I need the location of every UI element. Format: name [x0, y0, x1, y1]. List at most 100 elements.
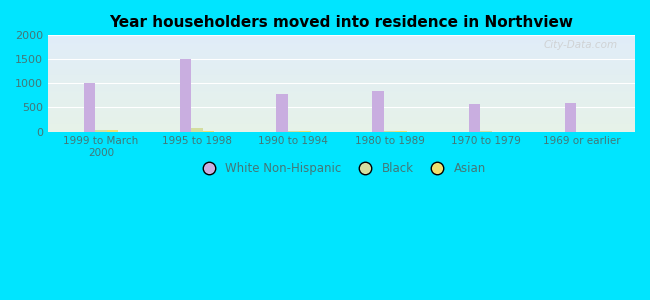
Bar: [48, 89, 635, 90]
Bar: [48, 67, 635, 68]
Bar: [95, 130, 107, 131]
Bar: [48, 94, 635, 95]
Bar: [48, 107, 635, 108]
Bar: [48, 59, 635, 60]
Bar: [48, 72, 635, 73]
Bar: [48, 95, 635, 96]
Bar: [48, 36, 635, 37]
Bar: [84, 83, 95, 131]
Bar: [48, 123, 635, 124]
Bar: [48, 68, 635, 69]
Bar: [48, 46, 635, 47]
Bar: [48, 52, 635, 53]
Bar: [48, 62, 635, 63]
Bar: [48, 104, 635, 105]
Bar: [48, 45, 635, 46]
Bar: [48, 93, 635, 94]
Bar: [48, 109, 635, 110]
Bar: [48, 70, 635, 71]
Bar: [48, 87, 635, 88]
Bar: [48, 121, 635, 122]
Bar: [48, 63, 635, 64]
Bar: [48, 114, 635, 115]
Bar: [565, 103, 577, 131]
Bar: [48, 100, 635, 101]
Bar: [48, 54, 635, 55]
Bar: [48, 80, 635, 81]
Bar: [48, 105, 635, 106]
Bar: [48, 106, 635, 107]
Bar: [48, 126, 635, 127]
Bar: [48, 48, 635, 49]
Bar: [48, 113, 635, 114]
Bar: [48, 44, 635, 45]
Bar: [48, 69, 635, 70]
Bar: [48, 56, 635, 57]
Bar: [48, 78, 635, 79]
Bar: [48, 97, 635, 98]
Bar: [48, 83, 635, 84]
Bar: [48, 57, 635, 58]
Bar: [48, 129, 635, 130]
Bar: [48, 84, 635, 85]
Text: City-Data.com: City-Data.com: [543, 40, 618, 50]
Bar: [48, 53, 635, 54]
Bar: [48, 35, 635, 36]
Bar: [48, 102, 635, 103]
Bar: [48, 37, 635, 38]
Bar: [48, 130, 635, 131]
Bar: [48, 122, 635, 123]
Bar: [48, 76, 635, 77]
Bar: [48, 49, 635, 50]
Bar: [48, 75, 635, 76]
Bar: [48, 73, 635, 74]
Bar: [48, 39, 635, 40]
Bar: [48, 128, 635, 129]
Bar: [48, 90, 635, 91]
Bar: [48, 116, 635, 117]
Bar: [48, 110, 635, 111]
Bar: [48, 66, 635, 67]
Legend: White Non-Hispanic, Black, Asian: White Non-Hispanic, Black, Asian: [192, 157, 491, 179]
Bar: [48, 81, 635, 82]
Bar: [191, 128, 203, 131]
Bar: [48, 92, 635, 93]
Bar: [48, 41, 635, 42]
Bar: [107, 130, 118, 131]
Bar: [48, 112, 635, 113]
Bar: [48, 60, 635, 61]
Bar: [48, 103, 635, 104]
Bar: [48, 85, 635, 86]
Bar: [48, 77, 635, 78]
Bar: [48, 115, 635, 116]
Bar: [372, 91, 384, 131]
Bar: [48, 111, 635, 112]
Bar: [48, 74, 635, 75]
Bar: [48, 82, 635, 83]
Bar: [48, 99, 635, 100]
Bar: [48, 43, 635, 44]
Bar: [48, 51, 635, 52]
Bar: [48, 65, 635, 66]
Bar: [180, 59, 191, 131]
Bar: [48, 86, 635, 87]
Bar: [48, 117, 635, 118]
Bar: [48, 125, 635, 126]
Bar: [48, 118, 635, 119]
Bar: [48, 38, 635, 39]
Bar: [48, 91, 635, 92]
Bar: [48, 50, 635, 51]
Bar: [48, 119, 635, 120]
Bar: [48, 98, 635, 99]
Bar: [48, 108, 635, 109]
Bar: [48, 96, 635, 97]
Bar: [48, 42, 635, 43]
Bar: [48, 79, 635, 80]
Bar: [48, 64, 635, 65]
Bar: [48, 47, 635, 48]
Bar: [48, 124, 635, 125]
Bar: [276, 94, 287, 131]
Bar: [48, 127, 635, 128]
Bar: [48, 40, 635, 41]
Bar: [469, 104, 480, 131]
